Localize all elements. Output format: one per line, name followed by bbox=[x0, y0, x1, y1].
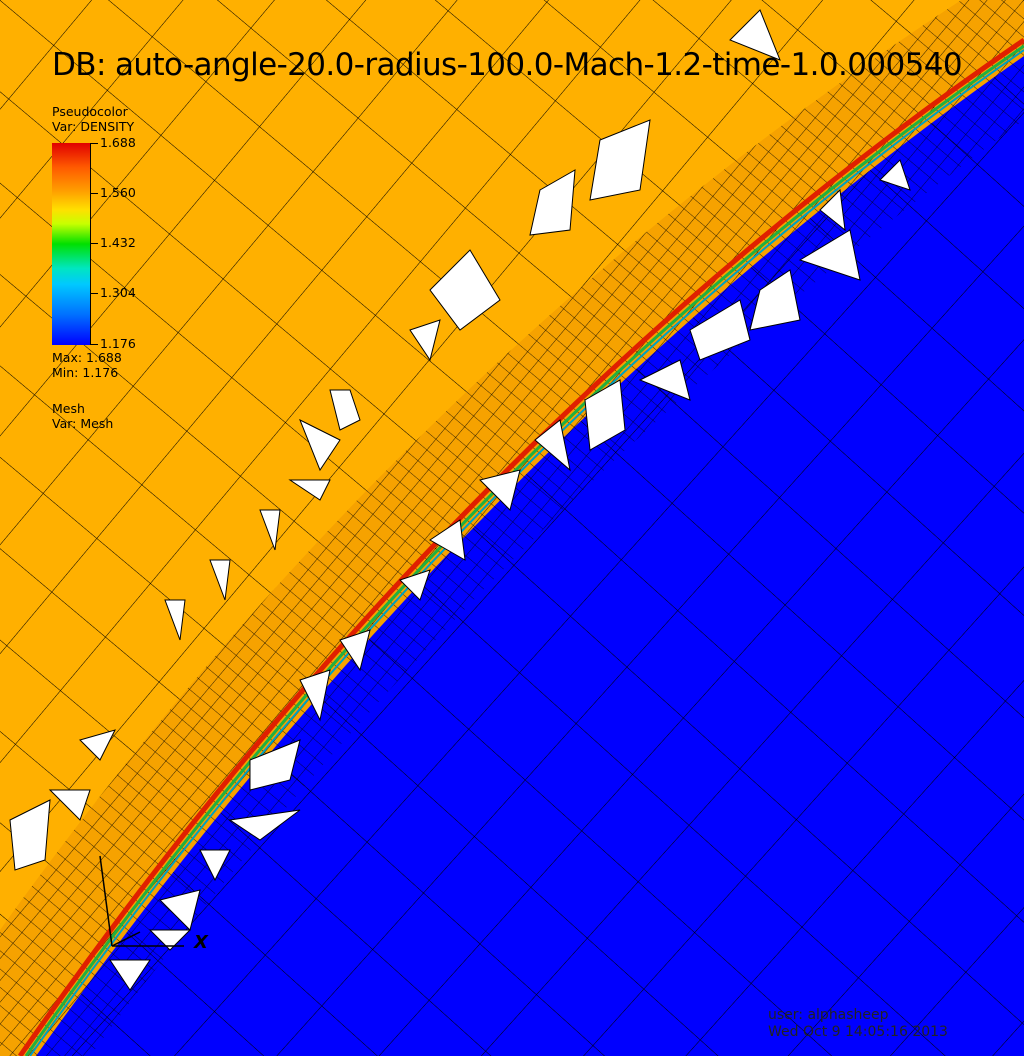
void-cells-downstream bbox=[109, 159, 911, 991]
colorbar-tick-label: 1.688 bbox=[100, 135, 136, 150]
colorbar bbox=[52, 143, 91, 345]
colorbar-tick bbox=[90, 344, 98, 345]
pseudocolor-legend-title: Pseudocolor bbox=[52, 104, 128, 119]
axis-x-label: X bbox=[194, 932, 208, 953]
legend-min-value: Min: 1.176 bbox=[52, 365, 119, 380]
colorbar-tick-label: 1.304 bbox=[100, 285, 136, 300]
shock-front-cyan bbox=[29, 49, 1024, 1056]
user-label: user: alphasheep bbox=[768, 1007, 889, 1023]
colorbar-tick-label: 1.432 bbox=[100, 235, 136, 250]
timestamp-label: Wed Oct 9 14:05:16 2013 bbox=[768, 1024, 948, 1040]
axis-y-line bbox=[99, 855, 113, 947]
colorbar-tick-label: 1.560 bbox=[100, 185, 136, 200]
legend-max-value: Max: 1.688 bbox=[52, 350, 122, 365]
pseudocolor-variable-label: Var: DENSITY bbox=[52, 119, 135, 134]
colorbar-tick bbox=[90, 193, 98, 194]
colorbar-tick bbox=[90, 143, 98, 144]
mesh-legend-title: Mesh bbox=[52, 401, 85, 416]
database-title: DB: auto-angle-20.0-radius-100.0-Mach-1.… bbox=[52, 47, 963, 83]
mesh-variable-label: Var: Mesh bbox=[52, 416, 114, 431]
axis-z-line bbox=[111, 931, 141, 947]
colorbar-tick-label: 1.176 bbox=[100, 336, 136, 351]
colorbar-tick bbox=[90, 243, 98, 244]
shock-front-green bbox=[24, 44, 1024, 1056]
axis-triad bbox=[99, 855, 184, 947]
void-cells-upstream bbox=[9, 9, 781, 871]
colorbar-tick bbox=[90, 293, 98, 294]
